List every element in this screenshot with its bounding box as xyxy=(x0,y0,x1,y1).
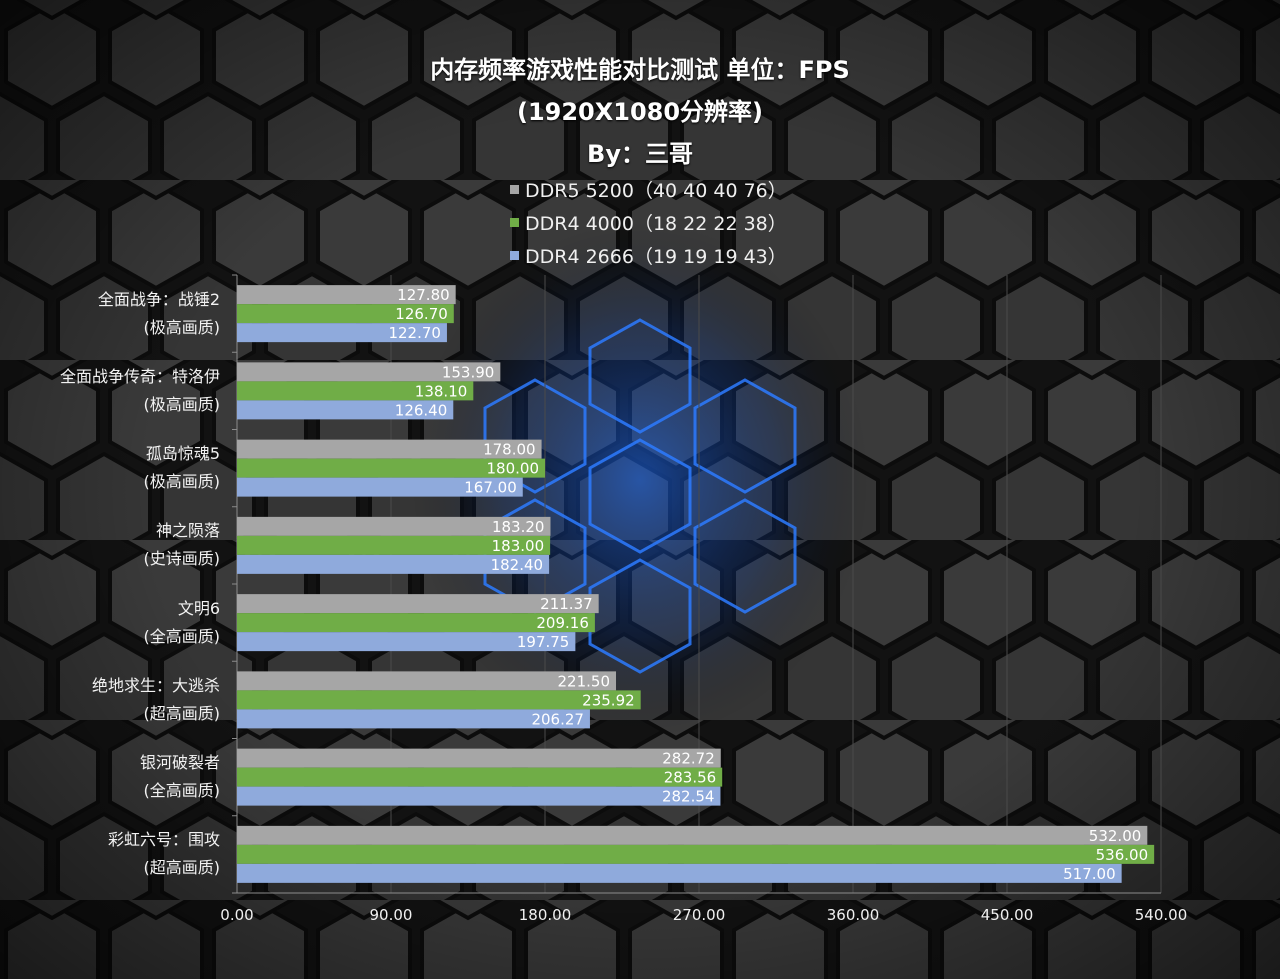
category-label: 全面战争：战锤2 (极高画质) xyxy=(0,286,220,342)
data-label: 532.00 xyxy=(1089,827,1142,845)
data-label: 178.00 xyxy=(483,441,536,459)
x-tick-label: 0.00 xyxy=(220,906,253,924)
x-tick-label: 450.00 xyxy=(981,906,1034,924)
bar xyxy=(237,516,551,536)
data-label: 127.80 xyxy=(397,286,450,304)
legend-label: DDR4 4000（18 22 22 38） xyxy=(525,212,787,235)
data-label: 282.54 xyxy=(662,788,715,806)
category-label: 全面战争传奇：特洛伊 (极高画质) xyxy=(0,363,220,419)
bar xyxy=(237,690,641,710)
legend-item-ddr4-4000: DDR4 4000（18 22 22 38） xyxy=(510,210,787,235)
data-label: 211.37 xyxy=(540,595,593,613)
bar xyxy=(237,362,501,382)
category-label: 文明6 (全高画质) xyxy=(0,595,221,651)
chart-title: 内存频率游戏性能对比测试 单位：FPS xyxy=(430,56,850,84)
data-label: 126.70 xyxy=(395,305,448,323)
category-label-quality: (极高画质) xyxy=(143,472,221,492)
bar xyxy=(237,285,456,305)
bar xyxy=(237,767,723,787)
data-label: 283.56 xyxy=(664,769,717,787)
data-label: 197.75 xyxy=(517,633,570,651)
legend-swatch xyxy=(510,250,519,260)
bar xyxy=(237,554,550,574)
x-tick-label: 540.00 xyxy=(1135,906,1188,924)
data-label: 180.00 xyxy=(487,460,540,478)
bar xyxy=(237,535,551,555)
x-tick-label: 360.00 xyxy=(827,906,880,924)
legend-swatch xyxy=(510,184,519,194)
bar xyxy=(237,381,474,401)
bar xyxy=(237,748,721,768)
data-label: 153.90 xyxy=(442,363,495,381)
data-label: 122.70 xyxy=(388,324,441,342)
chart-subtitle: (1920X1080分辨率) xyxy=(516,98,764,126)
data-label: 183.00 xyxy=(492,537,545,555)
bar xyxy=(237,632,576,652)
category-label-name: 彩虹六号：围攻 xyxy=(107,830,220,850)
bar xyxy=(237,458,545,478)
category-label-name: 全面战争：战锤2 xyxy=(97,289,220,309)
bar xyxy=(237,304,454,324)
bar xyxy=(237,709,590,729)
category-label-name: 绝地求生：大逃杀 xyxy=(91,675,220,695)
data-label: 517.00 xyxy=(1063,865,1116,883)
category-label-quality: (全高画质) xyxy=(143,626,221,646)
data-label: 126.40 xyxy=(395,401,448,419)
category-label-quality: (史诗画质) xyxy=(143,549,221,569)
bar xyxy=(237,825,1148,845)
chart-author: By：三哥 xyxy=(587,140,693,168)
legend-label: DDR4 2666（19 19 19 43） xyxy=(525,245,787,268)
data-label: 206.27 xyxy=(531,710,584,728)
bar xyxy=(237,844,1155,864)
data-label: 235.92 xyxy=(582,691,635,709)
bar xyxy=(237,323,447,343)
legend-label: DDR5 5200（40 40 40 76） xyxy=(525,179,787,202)
category-label-quality: (极高画质) xyxy=(143,317,221,337)
data-label: 167.00 xyxy=(464,479,517,497)
legend-item-ddr4-2666: DDR4 2666（19 19 19 43） xyxy=(510,243,787,268)
bar xyxy=(237,594,599,614)
data-label: 183.20 xyxy=(492,518,545,536)
category-label: 绝地求生：大逃杀 (超高画质) xyxy=(0,672,220,728)
category-label-quality: (超高画质) xyxy=(143,858,221,878)
x-tick-label: 90.00 xyxy=(370,906,413,924)
x-tick-label: 270.00 xyxy=(673,906,726,924)
x-tick-label: 180.00 xyxy=(519,906,572,924)
bar xyxy=(237,400,454,420)
category-label-name: 文明6 xyxy=(177,598,220,618)
data-label: 282.72 xyxy=(662,750,715,768)
category-label: 神之陨落 (史诗画质) xyxy=(0,517,221,573)
category-label-name: 银河破裂者 xyxy=(139,753,220,773)
data-label: 209.16 xyxy=(536,614,589,632)
category-label-name: 神之陨落 xyxy=(155,521,220,541)
category-label-quality: (极高画质) xyxy=(143,394,221,414)
category-label: 孤岛惊魂5 (极高画质) xyxy=(0,440,221,496)
category-label-name: 全面战争传奇：特洛伊 xyxy=(59,366,220,386)
category-label: 银河破裂者 (全高画质) xyxy=(0,749,220,805)
bar xyxy=(237,863,1122,883)
bar xyxy=(237,613,595,633)
data-label: 221.50 xyxy=(558,672,611,690)
category-label-name: 孤岛惊魂5 xyxy=(145,444,220,464)
data-label: 182.40 xyxy=(491,556,544,574)
bar xyxy=(237,671,617,691)
bar xyxy=(237,477,523,497)
category-label-quality: (全高画质) xyxy=(143,781,221,801)
legend-swatch xyxy=(510,217,519,227)
category-label: 彩虹六号：围攻 (超高画质) xyxy=(0,826,220,882)
bar xyxy=(237,439,542,459)
data-label: 536.00 xyxy=(1096,846,1149,864)
legend-item-ddr5-5200: DDR5 5200（40 40 40 76） xyxy=(510,177,787,202)
bar xyxy=(237,786,721,806)
category-label-quality: (超高画质) xyxy=(143,703,221,723)
data-label: 138.10 xyxy=(415,382,468,400)
